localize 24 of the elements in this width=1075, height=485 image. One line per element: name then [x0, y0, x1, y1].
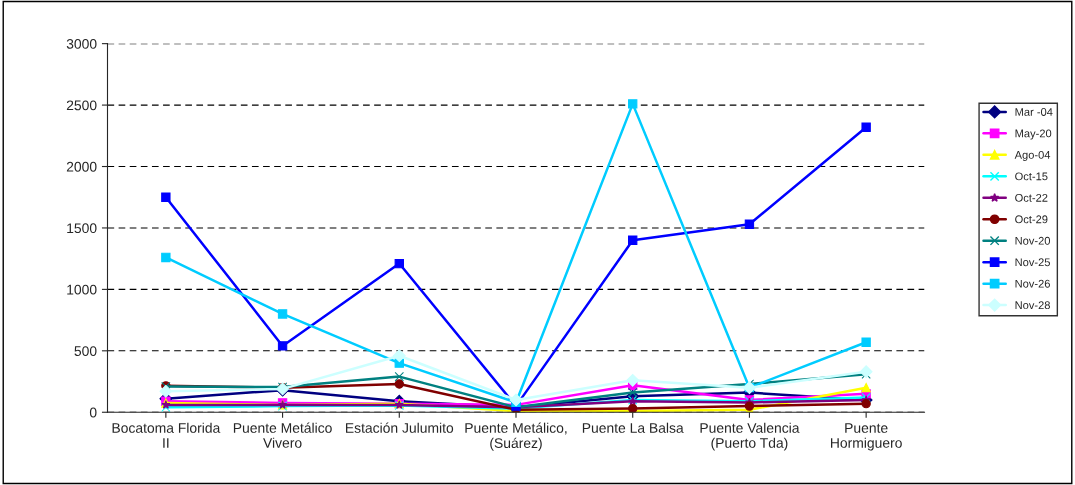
legend-label: May-20	[1015, 129, 1052, 140]
y-tick-label: 500	[74, 346, 97, 356]
y-tick-label: 1000	[67, 284, 97, 295]
x-tick-label: Puente Hormiguero	[831, 423, 902, 451]
x-tick-label: Puente Metálico Vivero	[233, 422, 332, 448]
x-tick-label: Bocatoma Florida II	[112, 422, 221, 448]
legend-label: Nov-25	[1015, 258, 1050, 267]
x-tick-label: Puente Valencia (Puerto Tda)	[700, 422, 800, 451]
legend-label: Oct-22	[1015, 193, 1048, 202]
y-tick-label: 1500	[67, 223, 97, 234]
y-tick-label: 3000	[66, 38, 97, 49]
legend-label: Oct-15	[1015, 172, 1048, 181]
legend-label: Oct-29	[1015, 215, 1048, 224]
y-tick-label: 2000	[66, 161, 97, 172]
x-tick-label: Puente Metálico, (Suárez)	[465, 422, 567, 451]
legend-label: Mar -04	[1015, 108, 1053, 116]
legend-label: Nov-26	[1015, 279, 1050, 288]
y-tick-label: 0	[89, 407, 97, 418]
legend-label: Nov-28	[1015, 301, 1050, 310]
y-tick-label: 2500	[66, 100, 97, 111]
x-tick-label: Puente La Balsa	[582, 422, 684, 433]
legend-label: Nov-20	[1015, 236, 1051, 245]
legend-label: Ago-04	[1014, 150, 1051, 162]
x-tick-label: Estación Julumito	[346, 422, 454, 433]
